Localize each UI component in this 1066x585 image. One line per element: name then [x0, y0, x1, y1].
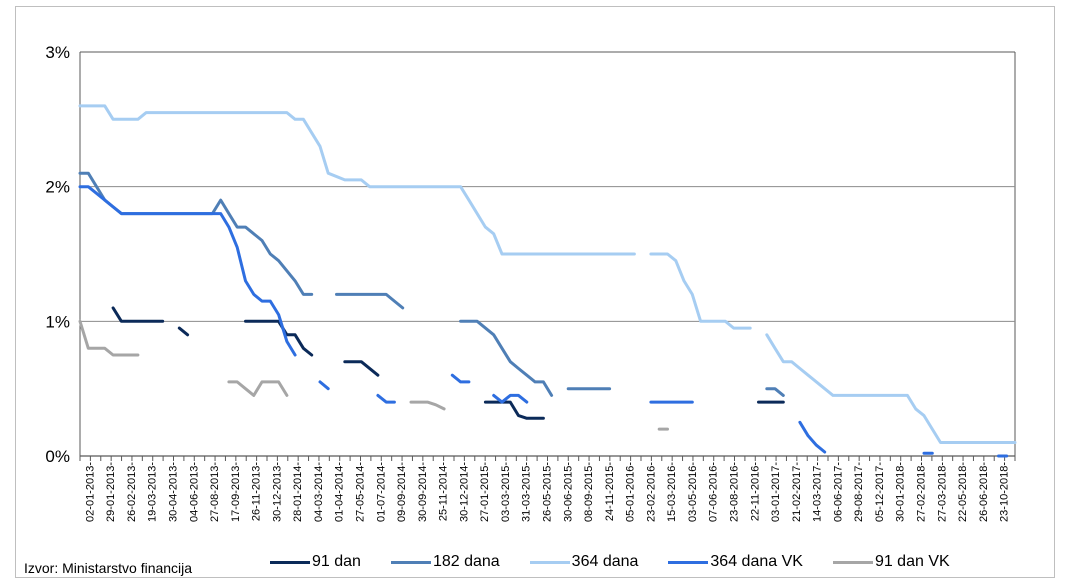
y-tick-label: 0% — [45, 447, 70, 466]
series-line-segment — [318, 380, 330, 391]
x-tick-label: 27-02-2018- — [916, 462, 928, 522]
series-91-dan — [111, 306, 785, 420]
series-line-segment — [450, 373, 471, 384]
x-tick-label: 30-01-2018- — [895, 462, 907, 522]
source-note: Izvor: Ministarstvo financija — [24, 560, 193, 576]
x-tick-label: 08-09-2015- — [583, 462, 595, 522]
x-tick-label: 15-03-2016- — [666, 462, 678, 522]
x-tick-label: 30-12-2013- — [271, 462, 283, 522]
series-364-dana-vk — [78, 185, 1009, 458]
x-tick-label: 30-09-2014- — [417, 462, 429, 522]
legend-label: 182 dana — [432, 553, 500, 570]
x-tick-label: 06-06-2017- — [832, 462, 844, 522]
x-tick-label: 04-06-2013- — [188, 462, 200, 522]
series-line-segment — [78, 185, 297, 357]
series-182-dana — [78, 171, 785, 397]
series-line-segment — [492, 393, 529, 404]
x-tick-label: 09-09-2014- — [396, 462, 408, 522]
x-tick-label: 27-01-2015- — [479, 462, 491, 522]
y-tick-label: 1% — [45, 312, 70, 331]
x-tick-label: 27-08-2013- — [209, 462, 221, 522]
series-line-segment — [335, 292, 405, 310]
legend-swatch — [390, 560, 431, 564]
x-tick-label: 03-03-2015- — [500, 462, 512, 522]
x-tick-label: 31-03-2015- — [521, 462, 533, 522]
x-tick-label: 29-08-2017- — [853, 462, 865, 522]
x-tick-label: 22-11-2016- — [749, 462, 761, 521]
x-tick-label: 07-06-2016- — [708, 462, 720, 522]
legend-item: 182 dana — [390, 553, 500, 571]
x-tick-label: 27-03-2018- — [936, 462, 948, 522]
x-tick-label: 30-12-2014- — [458, 462, 470, 522]
series-line-segment — [111, 306, 165, 323]
legend-label: 364 dana VK — [710, 553, 803, 570]
x-tick-label: 02-01-2013- — [84, 462, 96, 522]
legend-item: 364 dana VK — [668, 553, 803, 571]
series-line-segment — [798, 420, 827, 454]
series-line-segment — [177, 326, 190, 337]
x-tick-label: 29-01-2013- — [105, 462, 117, 522]
legend-label: 91 dan VK — [874, 553, 950, 570]
legend-label: 91 dan — [312, 553, 361, 570]
x-tick-label: 28-01-2014- — [292, 462, 304, 522]
series-line-segment — [483, 400, 545, 420]
x-tick-label: 05-12-2017- — [874, 462, 886, 522]
series-line-segment — [765, 333, 1017, 444]
series-line-segment — [649, 252, 752, 330]
series-line-segment — [78, 171, 314, 296]
x-tick-label: 30-04-2013- — [168, 462, 180, 522]
legend-label: 364 dana — [571, 553, 639, 570]
x-tick-label: 25-11-2014- — [438, 462, 450, 521]
x-tick-label: 26-11-2013- — [251, 462, 263, 521]
x-tick-label: 24-11-2015- — [604, 462, 616, 521]
x-tick-label: 26-05-2015- — [542, 462, 554, 522]
series-line-segment — [376, 393, 396, 404]
x-tick-label: 23-10-2018- — [999, 462, 1011, 522]
legend: 91 dan 182 dana 364 dana 364 dana VK 91 dan … — [270, 553, 950, 571]
x-tick-label: 17-09-2013- — [230, 462, 242, 522]
legend-swatch — [668, 560, 709, 564]
y-tick-label: 2% — [45, 178, 70, 197]
x-tick-label: 03-01-2017- — [770, 462, 782, 522]
series-line-segment — [244, 319, 314, 357]
series-line-segment — [409, 400, 446, 411]
x-tick-label: 30-06-2015- — [562, 462, 574, 522]
y-axis: 3% 2% 1% 0% — [45, 43, 70, 466]
legend-swatch — [529, 560, 570, 564]
x-tick-label: 23-08-2016- — [729, 462, 741, 522]
series-line-segment — [343, 360, 380, 377]
legend-item: 364 dana — [529, 553, 639, 571]
series-line-segment — [78, 319, 140, 357]
x-tick-label: 01-07-2014- — [375, 462, 387, 522]
x-tick-label: 26-02-2013- — [126, 462, 138, 522]
x-tick-label: 01-04-2014- — [334, 462, 346, 522]
x-tick-label: 27-05-2014- — [355, 462, 367, 522]
legend-swatch — [832, 560, 873, 564]
x-tick-label: 23-02-2016- — [645, 462, 657, 522]
series-364-dana — [78, 104, 1017, 444]
x-axis: 02-01-2013- 29-01-2013- 26-02-2013- 19-03-2… — [79, 456, 1016, 522]
legend-item: 91 dan — [270, 553, 361, 571]
x-tick-label: 05-01-2016- — [625, 462, 637, 522]
x-tick-label: 14-03-2017- — [812, 462, 824, 522]
x-tick-label: 04-03-2014- — [313, 462, 325, 522]
y-tick-label: 3% — [45, 43, 70, 62]
series-line-segment — [765, 387, 785, 397]
x-tick-label: 26-06-2018- — [978, 462, 990, 522]
series-91-dan-vk — [78, 319, 669, 431]
series-group — [78, 104, 1017, 458]
x-tick-label: 22-05-2018- — [957, 462, 969, 522]
x-tick-label: 21-02-2017- — [791, 462, 803, 522]
x-tick-label: 19-03-2013- — [147, 462, 159, 522]
x-tick-label: 03-05-2016- — [687, 462, 699, 522]
legend-item: 91 dan VK — [832, 553, 950, 571]
chart-frame — [15, 6, 1055, 578]
series-line-segment — [78, 104, 636, 256]
series-line-segment — [227, 380, 289, 397]
series-line-segment — [459, 319, 554, 397]
legend-swatch — [270, 560, 310, 564]
